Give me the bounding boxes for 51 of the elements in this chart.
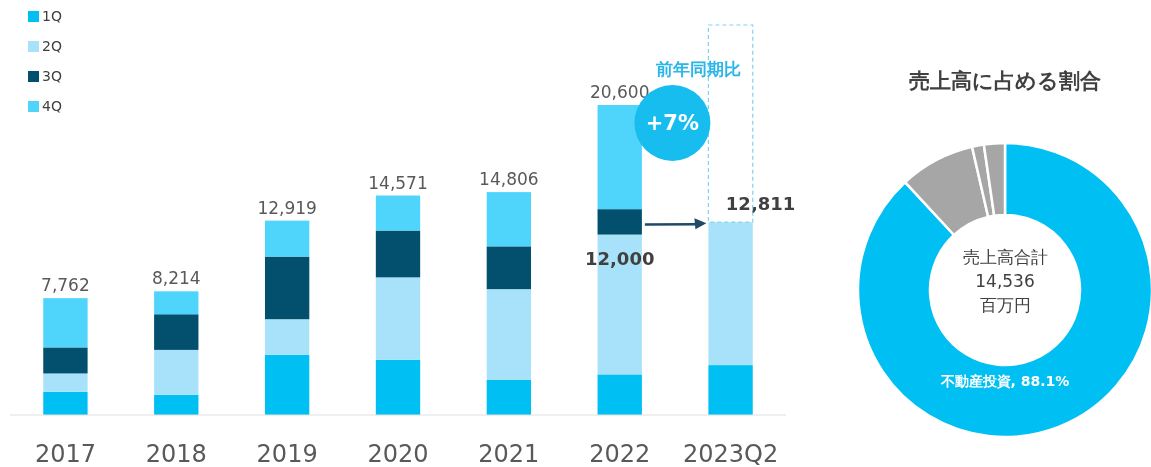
bar: [154, 314, 199, 350]
bar: [708, 222, 753, 366]
bar: [43, 347, 88, 374]
bar: [375, 230, 421, 278]
annotation: 12,811: [725, 193, 796, 215]
x-tick-label: 2019: [256, 440, 318, 467]
bar: [597, 209, 642, 235]
text: 百万円: [979, 295, 1031, 315]
legend-label: 2Q: [42, 38, 62, 54]
x-tick-label: 2017: [34, 440, 96, 467]
bar: [375, 195, 421, 231]
bar: [375, 277, 421, 360]
bar: [154, 394, 199, 415]
annotation: 14,571: [368, 172, 428, 193]
bar: [597, 374, 642, 415]
donut-slice: [903, 145, 990, 237]
text: 前年同期比: [654, 59, 741, 79]
annotation: 8,214: [151, 268, 201, 289]
legend-label: 3Q: [42, 68, 62, 84]
annotation: 20,600: [589, 82, 650, 102]
bar: [43, 373, 88, 392]
x-tick-label: 2020: [367, 440, 429, 467]
legend-label: 4Q: [42, 98, 62, 114]
annotation: 7,762: [41, 275, 90, 296]
annotation: +7%: [645, 111, 700, 135]
bar: [486, 289, 532, 380]
bar: [486, 379, 532, 415]
bar: [154, 349, 199, 395]
legend-label: 1Q: [42, 8, 62, 24]
bar: [43, 391, 88, 415]
text: 売上高合計: [962, 247, 1048, 267]
annotation: 12,000: [584, 247, 655, 269]
x-tick-label: 2023Q2: [682, 440, 779, 467]
bar: [264, 220, 310, 257]
bar: [264, 319, 310, 355]
annotation: 14,806: [479, 169, 539, 190]
bar: [486, 246, 532, 290]
bar: [375, 359, 421, 415]
text: 14,536: [975, 271, 1035, 291]
x-tick-label: 2018: [145, 440, 207, 467]
x-tick-label: 2021: [478, 440, 540, 467]
chart-title: 売上高に占める割合: [909, 69, 1101, 93]
bar: [486, 192, 532, 247]
bar: [708, 365, 753, 415]
annotation: 12,919: [257, 197, 317, 218]
x-tick-label: 2022: [589, 440, 651, 467]
bar: [264, 256, 310, 320]
slice-label: 不動産投資, 88.1%: [939, 373, 1070, 389]
bar: [264, 354, 310, 415]
bar: [43, 298, 88, 348]
bar: [154, 291, 199, 315]
